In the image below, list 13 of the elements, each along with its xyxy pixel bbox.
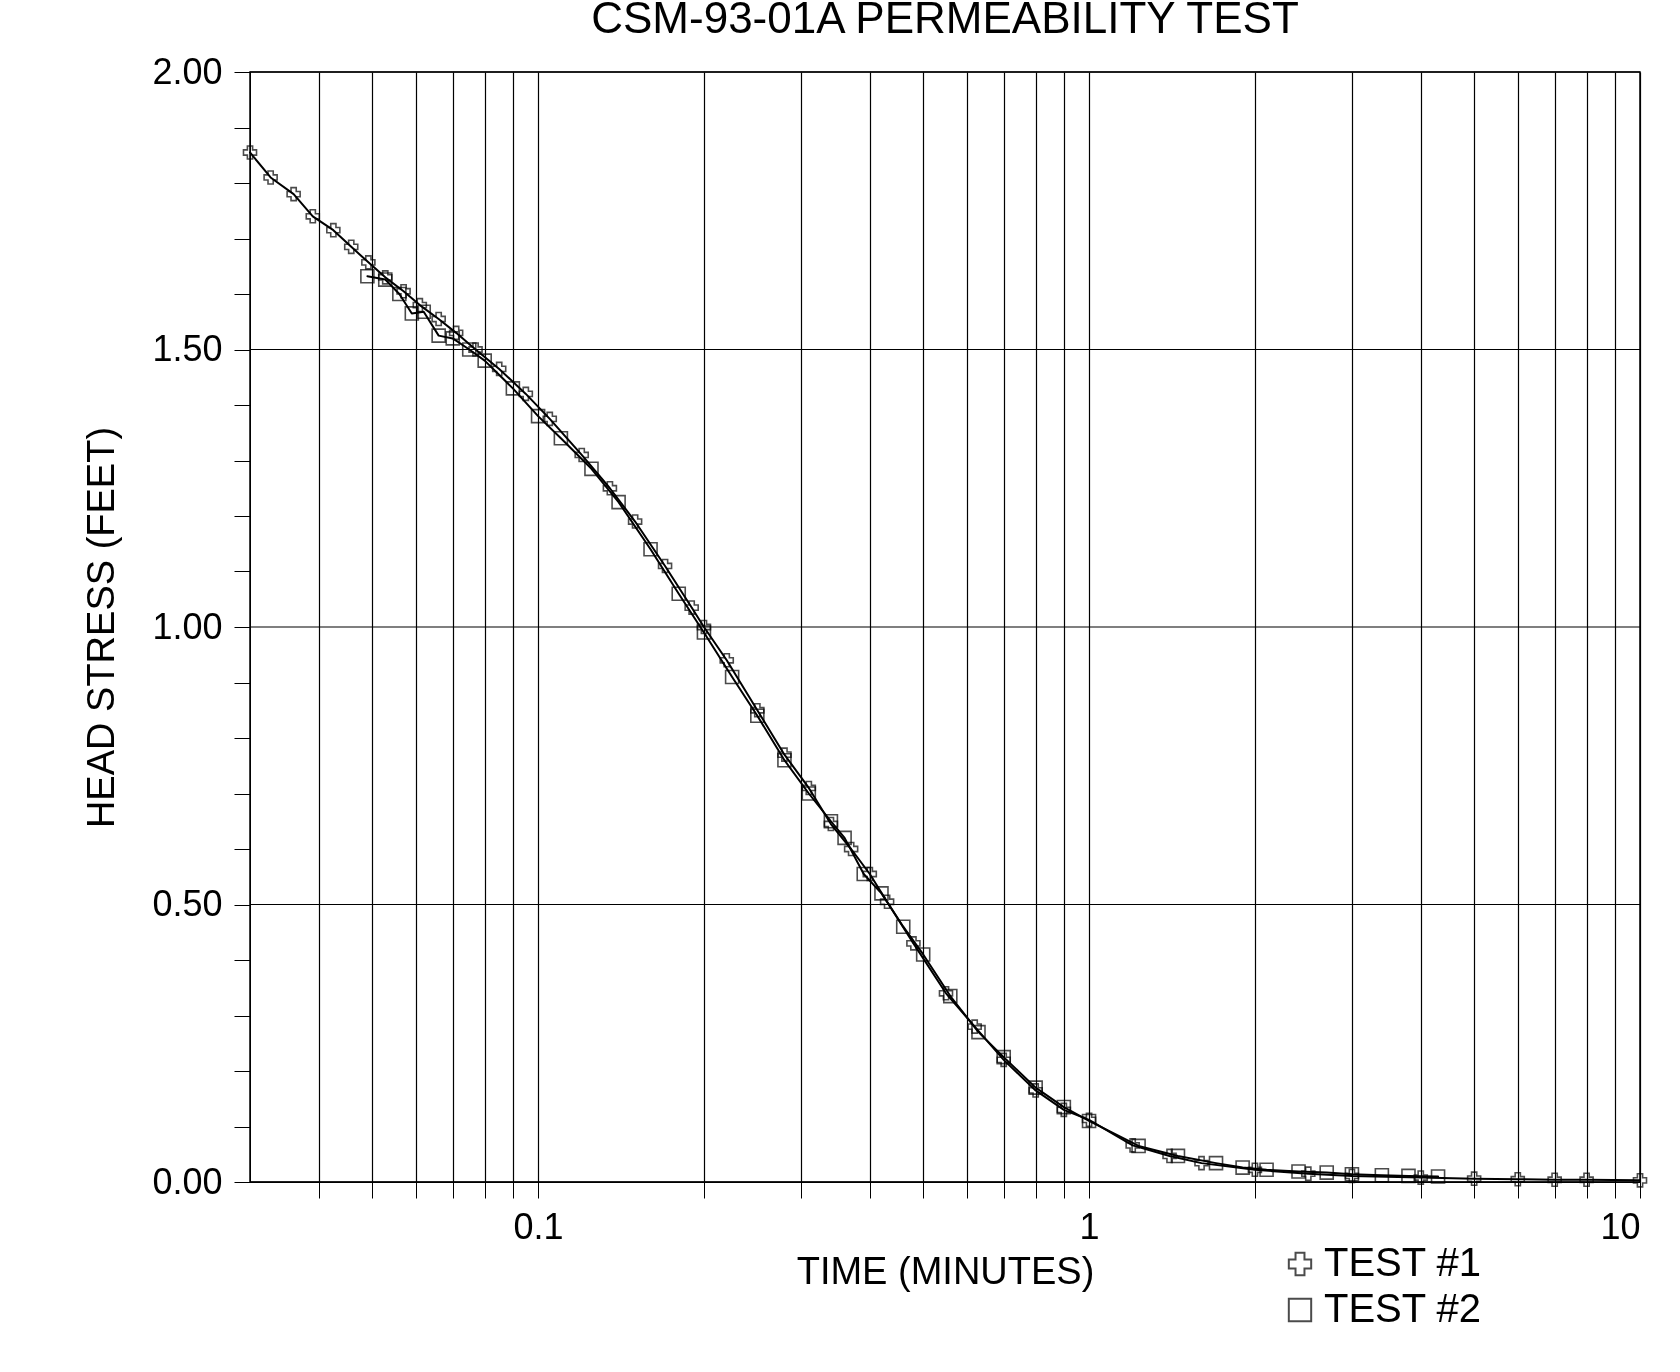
chart-title: CSM-93-01A PERMEABILITY TEST bbox=[591, 0, 1299, 42]
x-tick-label: 1 bbox=[1079, 1205, 1100, 1247]
y-tick-label: 1.00 bbox=[152, 605, 223, 647]
y-tick-label: 1.50 bbox=[152, 328, 223, 369]
x-tick-label: 0.1 bbox=[513, 1205, 564, 1247]
y-axis-title: HEAD STRESS (FEET) bbox=[80, 426, 123, 829]
legend-label: TEST #2 bbox=[1324, 1286, 1482, 1330]
y-tick-label: 2.00 bbox=[152, 50, 223, 92]
y-tick-label: 0.50 bbox=[152, 883, 223, 924]
legend-label: TEST #1 bbox=[1324, 1240, 1482, 1284]
x-tick-label: 10 bbox=[1600, 1205, 1641, 1247]
x-axis-title: TIME (MINUTES) bbox=[796, 1249, 1095, 1292]
y-tick-label: 0.00 bbox=[152, 1160, 223, 1202]
